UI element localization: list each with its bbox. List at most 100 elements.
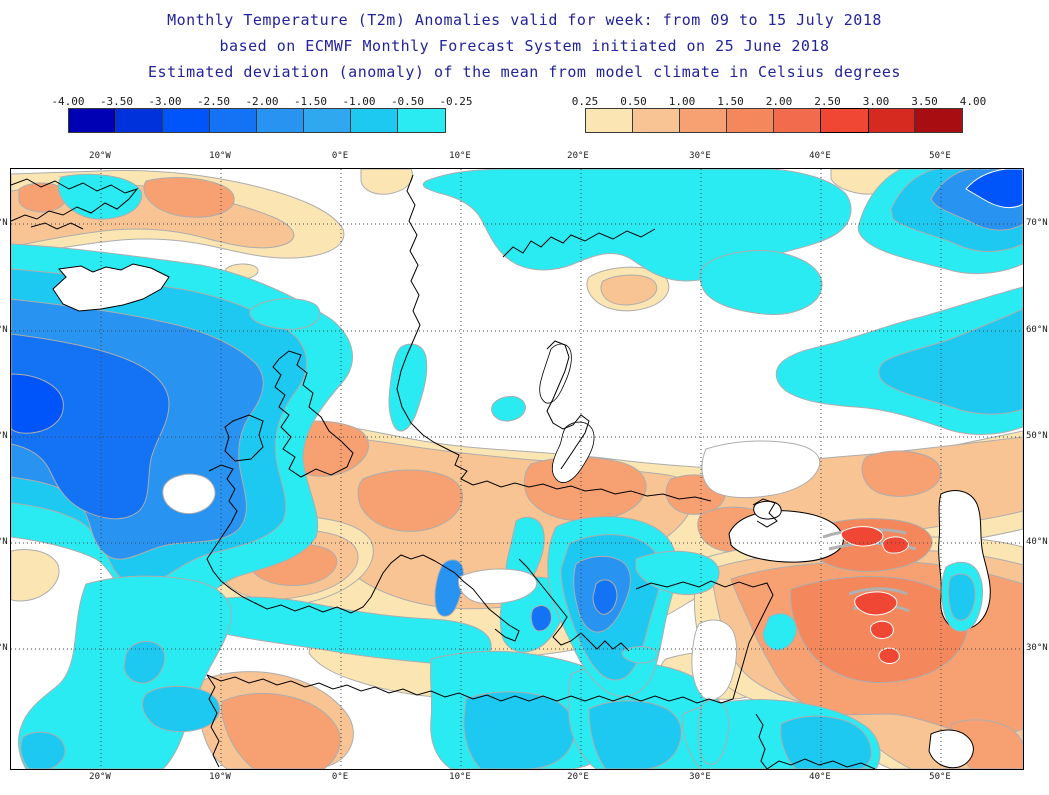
lat-label-left: 40°N [0,537,8,547]
coast-greenland-2 [30,222,84,230]
colorbar-cell [115,108,164,133]
title-line-3: Estimated deviation (anomaly) of the mea… [148,63,901,81]
colorbar-cell [773,108,822,133]
colorbar-tick-label: 2.50 [814,95,841,108]
colorbar-cells [585,108,963,133]
colorbar-cell [820,108,869,133]
region-atlantic-cold-deep [10,373,64,434]
colorbar-cell [914,108,963,133]
coast-sweden-finland [546,340,590,470]
lat-label-right: 30°N [1026,643,1048,653]
lon-label-bottom: 40°E [809,772,831,782]
lon-label-top: 30°E [689,151,711,161]
colorbar-tick-label: -3.50 [99,95,134,108]
lat-label-left: 50°N [0,431,8,441]
cold-anomaly-regions [10,168,1024,770]
region-biscay-neutral [162,473,216,515]
lon-label-bottom: 10°E [449,772,471,782]
colorbar-cell [679,108,728,133]
lat-label-left: 30°N [0,643,8,653]
coast-redsea-arabia [755,713,876,770]
colorbar-tick-label: 3.00 [862,95,890,108]
region-germany-warm-core [523,456,647,522]
coast-norway-west [396,174,474,486]
region-caspian-blue-core [947,573,976,621]
colorbar-positive: 0.25 0.50 1.00 1.50 2.00 2.50 3.00 3.50 4.00 [572,95,986,137]
coast-baltic-south [472,480,712,502]
lon-label-bottom: 0°E [331,772,349,782]
lon-label-bottom: 50°E [929,772,951,782]
region-kola-ring-inner [600,274,658,306]
lat-label-right: 70°N [1026,218,1048,228]
colorbar-tick-label: -1.00 [342,95,376,108]
colorbar-tick-label: -1.50 [293,95,328,108]
colorbar-tick-label: 2.00 [765,95,793,108]
colorbar-tick-label: 1.50 [717,95,744,108]
map-canvas [10,168,1024,770]
sea-azov [753,500,782,520]
colorbar-cell [585,108,634,133]
colorbar-tick-label: -0.25 [439,95,473,108]
coast-iberia-france [206,464,436,614]
sea-persian-gulf [928,729,974,769]
colorbar-cells [68,108,446,133]
graticule [11,169,1023,769]
colorbar-tick-label: 1.00 [668,95,696,108]
colorbar-tick-label: -4.00 [51,95,85,108]
red-core-4 [870,620,894,639]
region-russia-warm-core [861,450,942,497]
region-nile-east-blue [780,715,872,770]
colorbar-cell [162,108,211,133]
coast-britain [272,350,354,478]
lon-label-bottom: 20°W [89,772,111,782]
colorbar-cell [256,108,305,133]
colorbar-cell [726,108,775,133]
region-libya-blue-core [588,700,682,770]
colorbar-cell [867,108,916,133]
region-greece-deep-spot [592,579,618,615]
red-core-2 [882,536,909,554]
lon-label-bottom: 30°E [689,772,711,782]
title-line-1: Monthly Temperature (T2m) Anomalies vali… [167,11,882,29]
coastlines [10,174,876,770]
region-corner-blue-spot [20,731,66,770]
red-core-3 [854,591,898,616]
colorbar-cell [397,108,446,133]
lon-label-top: 50°E [929,151,951,161]
coast-crimea [752,498,778,528]
lon-label-top: 10°W [209,151,231,161]
lat-label-left: 70°N [0,218,8,228]
caucasus-extreme-warm [822,526,917,664]
lon-label-top: 20°W [89,151,111,161]
coast-kola-whitesea [502,228,656,258]
region-morocco-warm-core [221,692,341,770]
lon-label-top: 20°E [567,151,589,161]
colorbar-negative: -4.00 -3.50 -3.00 -2.50 -2.00 -1.50 -1.00 -0.50… [51,95,473,137]
region-canaries-blue-spot [142,685,220,733]
region-madeira-blue-spot [123,640,166,684]
colorbar-cell [350,108,399,133]
region-iceland-land [52,263,170,312]
coast-italy-west [434,560,520,642]
lon-label-top: 0°E [331,151,349,161]
region-marmara-cyan [635,550,720,595]
colorbar-tick-label: 4.00 [959,95,987,108]
colorbar-tick-label: -3.00 [148,95,182,108]
hatch-line-3 [848,587,908,596]
region-france-warm-core [357,469,463,532]
lat-label-right: 40°N [1026,537,1048,547]
lon-label-bottom: 10°W [209,772,231,782]
region-south-med-blue-core [463,691,576,770]
region-ukraine-neutral [701,440,821,499]
region-norway-coast-cyan [388,343,428,432]
region-cyprus-cyan [762,613,797,651]
region-white-sea-cyan [699,250,823,316]
region-norwegian-sea-spot [491,396,526,422]
lat-label-right: 50°N [1026,431,1048,441]
region-sicily-deep-spot [530,605,552,632]
region-greenland-coast-patch [18,182,67,213]
colorbar-tick-label: -2.00 [245,95,279,108]
coast-adriatic [518,558,630,652]
colorbar-tick-label: 0.25 [571,95,599,108]
region-levant-neutral [691,619,738,701]
